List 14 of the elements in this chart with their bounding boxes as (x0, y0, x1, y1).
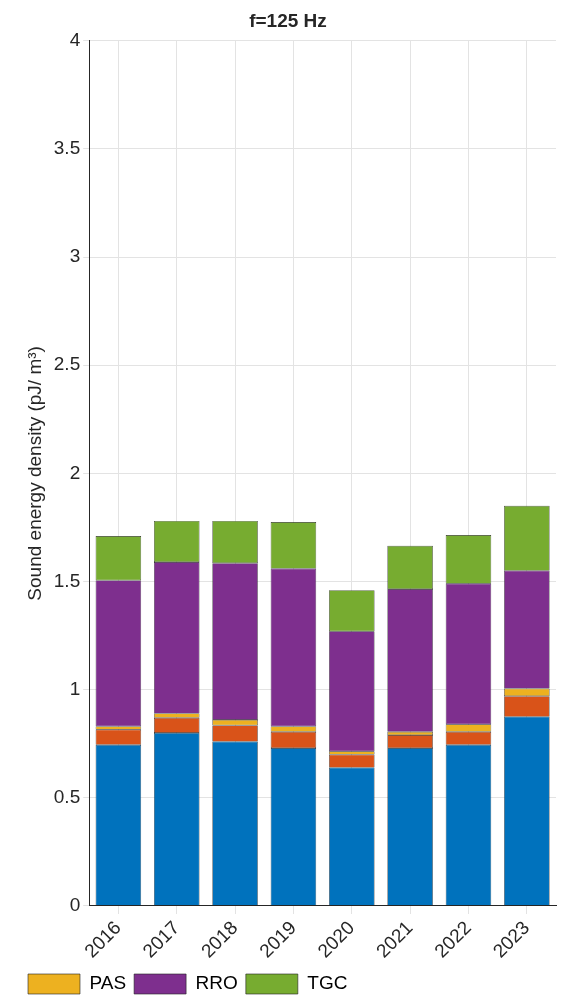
legend-label: TGC (307, 972, 348, 994)
legend-label: RRO (195, 972, 238, 994)
legend-label: PAS (89, 972, 127, 994)
y-tick-label: 3 (69, 245, 81, 267)
y-tick-label: 1.5 (53, 569, 81, 591)
y-tick-label: 3.5 (53, 137, 81, 159)
chart-title: f=125 Hz (249, 9, 327, 31)
y-tick-label: 0 (69, 894, 81, 916)
y-tick-label: 2.5 (53, 353, 81, 375)
y-tick-label: 4 (69, 29, 81, 51)
y-tick-label: 2 (69, 461, 81, 483)
y-tick-label: 0.5 (53, 786, 81, 808)
y-axis-title: Sound energy density (pJ/ m³) (23, 346, 45, 601)
y-tick-label: 1 (69, 677, 81, 699)
